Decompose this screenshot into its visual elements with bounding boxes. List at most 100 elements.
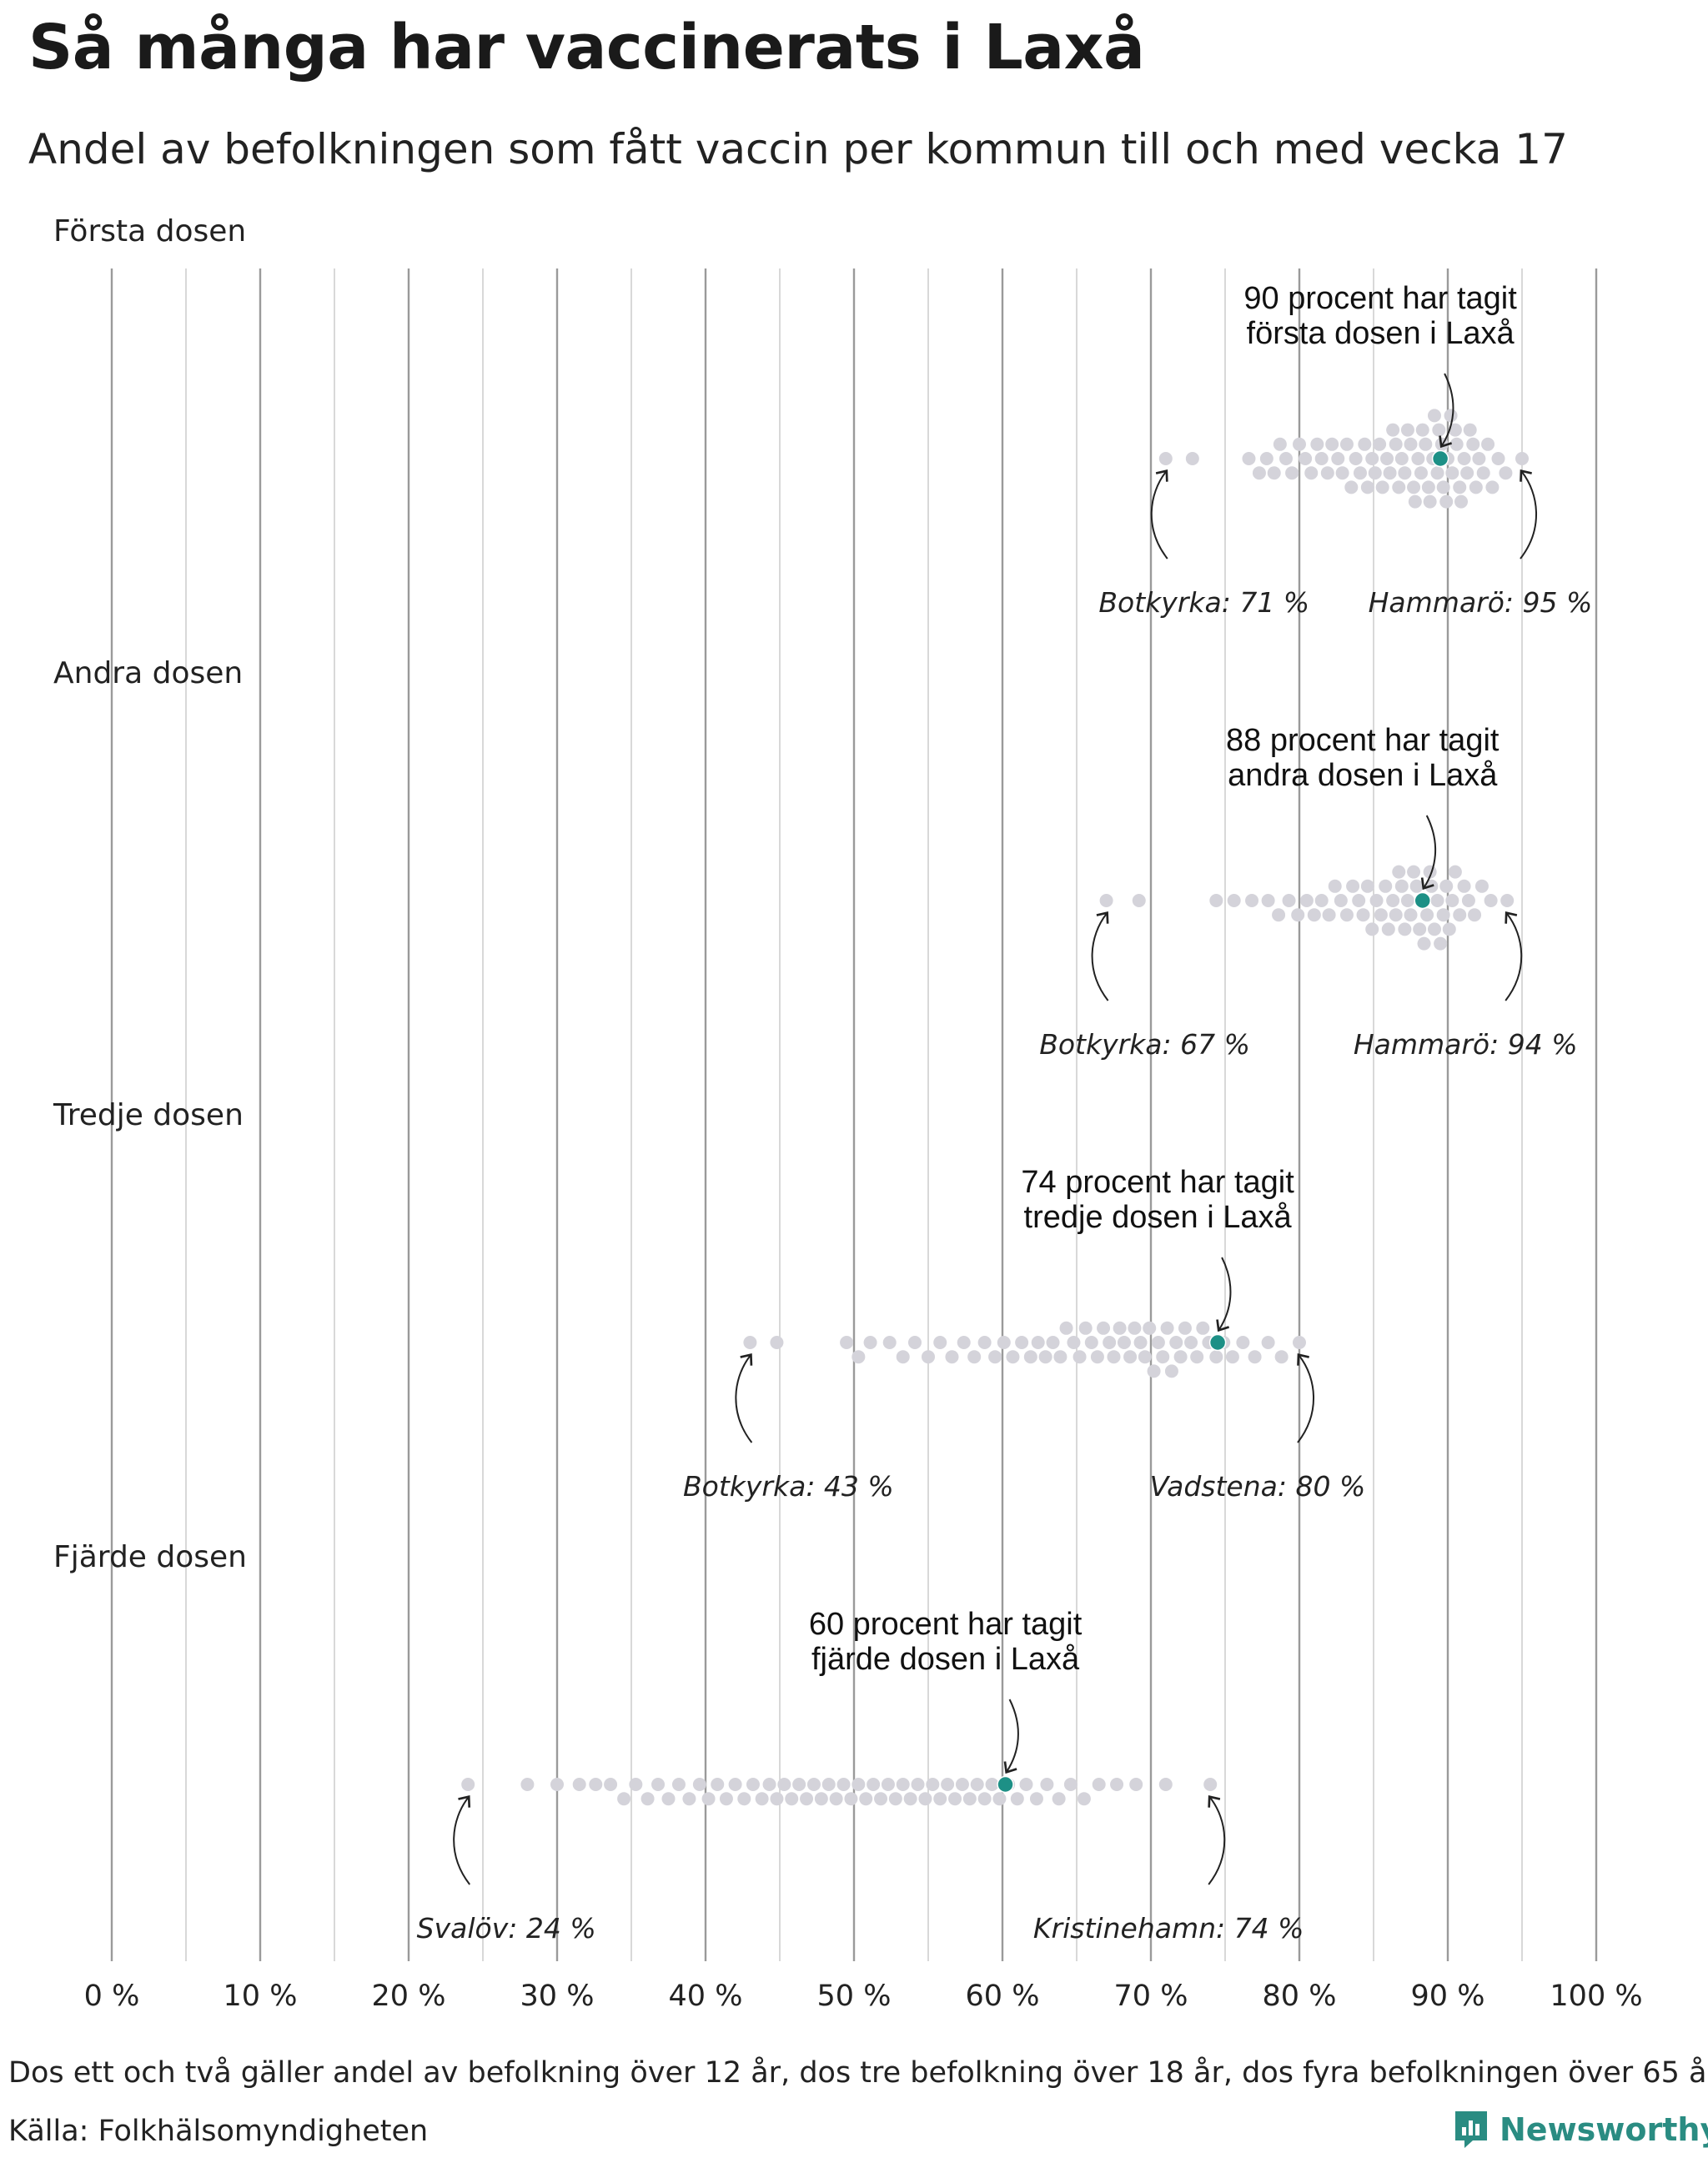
- municipality-dot: [1515, 452, 1529, 465]
- municipality-dot: [1436, 908, 1450, 922]
- municipality-dot: [1103, 1336, 1117, 1349]
- municipality-dot: [1356, 908, 1370, 922]
- chart-subtitle: Andel av befolkningen som fått vaccin pe…: [28, 125, 1568, 173]
- footnote: Dos ett och två gäller andel av befolkni…: [8, 2056, 1708, 2090]
- municipality-dot: [1386, 423, 1400, 437]
- municipality-dot: [1110, 1778, 1124, 1791]
- municipality-dot: [903, 1792, 917, 1806]
- municipality-dot: [746, 1778, 760, 1791]
- municipality-dot: [1092, 1778, 1106, 1791]
- panel-title: Fjärde dosen: [53, 1540, 247, 1574]
- municipality-dot: [762, 1778, 776, 1791]
- municipality-dot: [1369, 894, 1384, 907]
- municipality-dot: [1407, 480, 1421, 494]
- municipality-dot: [1046, 1336, 1060, 1349]
- municipality-dot: [792, 1778, 806, 1791]
- municipality-dot: [1389, 437, 1403, 451]
- x-tick-label: 90 %: [1411, 1980, 1485, 2013]
- x-tick-label: 60 %: [966, 1980, 1040, 2013]
- laxa-highlight-dot: [1208, 1333, 1227, 1352]
- municipality-dot: [1304, 466, 1319, 480]
- municipality-dot: [1273, 437, 1287, 451]
- municipality-dot: [1349, 452, 1363, 465]
- brand-logo: Newsworthy: [1453, 2106, 1708, 2153]
- min-arrow: [1150, 469, 1168, 560]
- municipality-dot: [1461, 894, 1475, 907]
- municipality-dot: [821, 1778, 836, 1791]
- municipality-dot: [992, 1792, 1007, 1806]
- municipality-dot: [550, 1778, 564, 1791]
- municipality-dot: [1143, 1321, 1157, 1335]
- municipality-dot: [785, 1792, 799, 1806]
- municipality-dot: [1421, 480, 1435, 494]
- municipality-dot: [851, 1778, 866, 1791]
- municipality-dot: [728, 1778, 742, 1791]
- municipality-dot: [1236, 1336, 1250, 1349]
- municipality-dot: [1430, 894, 1444, 907]
- municipality-dot: [1448, 423, 1462, 437]
- municipality-dot: [1375, 480, 1389, 494]
- max-arrow: [1208, 1795, 1226, 1885]
- municipality-dot: [800, 1792, 814, 1806]
- municipality-dot: [1453, 480, 1467, 494]
- municipality-dot: [1499, 466, 1513, 480]
- municipality-dot: [1335, 466, 1349, 480]
- municipality-dot: [948, 1792, 962, 1806]
- municipality-dot: [1023, 1350, 1037, 1364]
- municipality-dot: [1457, 879, 1471, 893]
- municipality-dot: [806, 1778, 821, 1791]
- municipality-dot: [1485, 480, 1500, 494]
- municipality-dot: [1373, 437, 1387, 451]
- annotation-arrow: [1003, 1699, 1019, 1774]
- municipality-dot: [962, 1792, 977, 1806]
- laxa-highlight-dot: [997, 1775, 1014, 1794]
- municipality-dot: [1454, 494, 1469, 509]
- municipality-dot: [1291, 908, 1305, 922]
- min-label: Botkyrka: 67 %: [1039, 1028, 1250, 1061]
- municipality-dot: [572, 1778, 586, 1791]
- municipality-dot: [755, 1792, 769, 1806]
- municipality-dot: [1190, 1350, 1204, 1364]
- municipality-dot: [945, 1350, 959, 1364]
- municipality-dot: [1339, 908, 1354, 922]
- municipality-dot: [1414, 466, 1428, 480]
- municipality-dot: [1128, 1321, 1142, 1335]
- annotation-arrow: [1420, 815, 1437, 891]
- municipality-dot: [851, 1350, 866, 1364]
- municipality-dot: [1059, 1321, 1073, 1335]
- annotation-text: första dosen i Laxå: [1247, 316, 1515, 351]
- municipality-dot: [1147, 1364, 1161, 1378]
- municipality-dot: [1432, 423, 1446, 437]
- municipality-dot: [918, 1792, 932, 1806]
- municipality-dot: [1274, 1350, 1289, 1364]
- municipality-dot: [1409, 879, 1424, 893]
- x-axis: 0 % 10 % 20 % 30 % 40 % 50 % 60 % 70 % 80 % 90 % 1…: [84, 1980, 1643, 2013]
- municipality-dot: [589, 1778, 603, 1791]
- municipality-dot: [701, 1792, 716, 1806]
- municipality-dot: [1383, 466, 1397, 480]
- municipality-dot: [1466, 437, 1480, 451]
- municipality-dot: [1413, 922, 1427, 936]
- municipality-dot: [1113, 1321, 1127, 1335]
- municipality-dot: [1360, 480, 1374, 494]
- municipality-dot: [1052, 1792, 1066, 1806]
- municipality-dot: [1252, 466, 1266, 480]
- municipality-dot: [1436, 480, 1450, 494]
- municipality-dot: [1322, 908, 1336, 922]
- x-tick-label: 50 %: [817, 1980, 892, 2013]
- municipality-dot: [1129, 1778, 1143, 1791]
- municipality-dot: [1439, 879, 1454, 893]
- municipality-dot: [1006, 1350, 1020, 1364]
- municipality-dot: [651, 1778, 666, 1791]
- municipality-dot: [1156, 1350, 1170, 1364]
- municipality-dot: [1358, 437, 1372, 451]
- municipality-dot: [1500, 894, 1515, 907]
- x-tick-label: 10 %: [224, 1980, 298, 2013]
- municipality-dot: [1417, 936, 1431, 951]
- x-tick-label: 100 %: [1550, 1980, 1642, 2013]
- municipality-dot: [1320, 466, 1334, 480]
- municipality-dot: [1245, 894, 1259, 907]
- municipality-dot: [1334, 894, 1348, 907]
- municipality-dot: [997, 1336, 1011, 1349]
